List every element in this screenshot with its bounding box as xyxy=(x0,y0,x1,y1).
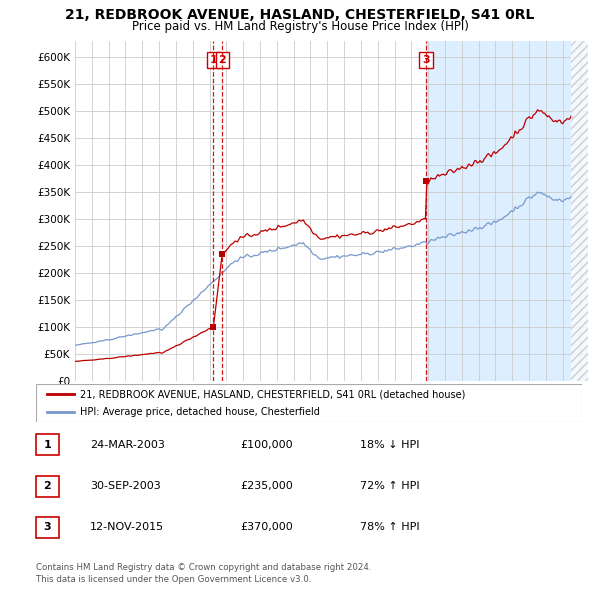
Text: Contains HM Land Registry data © Crown copyright and database right 2024.: Contains HM Land Registry data © Crown c… xyxy=(36,563,371,572)
Text: 12-NOV-2015: 12-NOV-2015 xyxy=(90,523,164,532)
Text: 78% ↑ HPI: 78% ↑ HPI xyxy=(360,523,419,532)
FancyBboxPatch shape xyxy=(36,384,582,422)
Text: £100,000: £100,000 xyxy=(240,440,293,450)
Text: 2: 2 xyxy=(44,481,51,491)
Text: This data is licensed under the Open Government Licence v3.0.: This data is licensed under the Open Gov… xyxy=(36,575,311,584)
Text: 21, REDBROOK AVENUE, HASLAND, CHESTERFIELD, S41 0RL (detached house): 21, REDBROOK AVENUE, HASLAND, CHESTERFIE… xyxy=(80,389,465,399)
Text: 21, REDBROOK AVENUE, HASLAND, CHESTERFIELD, S41 0RL: 21, REDBROOK AVENUE, HASLAND, CHESTERFIE… xyxy=(65,8,535,22)
Text: 24-MAR-2003: 24-MAR-2003 xyxy=(90,440,165,450)
Text: 18% ↓ HPI: 18% ↓ HPI xyxy=(360,440,419,450)
Text: 2: 2 xyxy=(218,55,226,65)
Text: Price paid vs. HM Land Registry's House Price Index (HPI): Price paid vs. HM Land Registry's House … xyxy=(131,20,469,33)
Text: 72% ↑ HPI: 72% ↑ HPI xyxy=(360,481,419,491)
Text: £370,000: £370,000 xyxy=(240,523,293,532)
Text: 3: 3 xyxy=(44,523,51,532)
Text: 30-SEP-2003: 30-SEP-2003 xyxy=(90,481,161,491)
Text: 3: 3 xyxy=(422,55,430,65)
Text: 1: 1 xyxy=(44,440,51,450)
Text: HPI: Average price, detached house, Chesterfield: HPI: Average price, detached house, Ches… xyxy=(80,407,320,417)
Text: £235,000: £235,000 xyxy=(240,481,293,491)
Bar xyxy=(426,41,588,381)
Text: 1: 1 xyxy=(209,55,217,65)
Bar xyxy=(571,41,588,381)
